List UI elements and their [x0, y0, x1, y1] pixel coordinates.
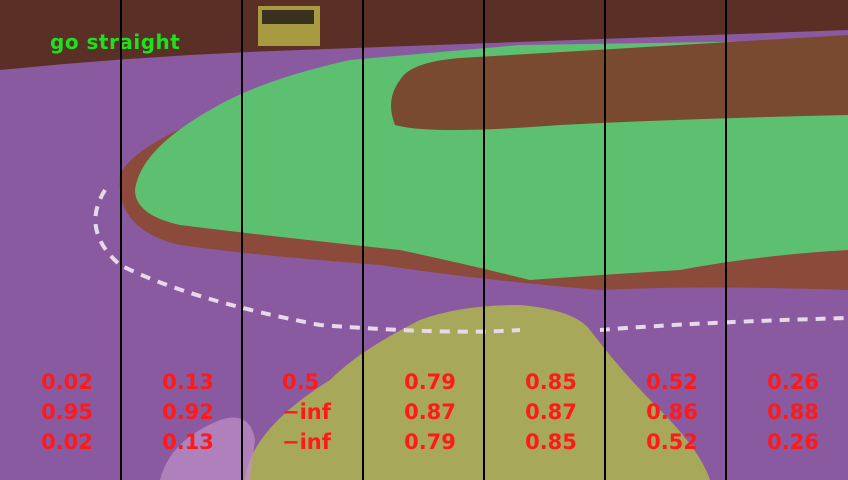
- score-row1: 0.52: [646, 370, 698, 394]
- score-row3: 0.26: [767, 430, 819, 454]
- column-divider: [725, 0, 727, 480]
- score-row2: −inf: [282, 400, 331, 424]
- column-divider: [241, 0, 243, 480]
- score-row2: 0.95: [41, 400, 93, 424]
- score-row3: −inf: [282, 430, 331, 454]
- score-row2: 0.92: [162, 400, 214, 424]
- road-marking: [599, 316, 848, 332]
- command-label: go straight: [50, 30, 181, 54]
- path-area: [245, 305, 710, 480]
- score-row1: 0.85: [525, 370, 577, 394]
- column-divider: [362, 0, 364, 480]
- score-row3: 0.85: [525, 430, 577, 454]
- flower-bed-area: [391, 35, 848, 130]
- score-row1: 0.79: [404, 370, 456, 394]
- light-patch: [160, 417, 255, 480]
- score-row2: 0.87: [525, 400, 577, 424]
- column-divider: [483, 0, 485, 480]
- bus-window: [262, 10, 314, 24]
- score-row3: 0.02: [41, 430, 93, 454]
- score-row2: 0.86: [646, 400, 698, 424]
- score-row3: 0.52: [646, 430, 698, 454]
- score-row2: 0.87: [404, 400, 456, 424]
- score-row3: 0.79: [404, 430, 456, 454]
- score-row1: 0.02: [41, 370, 93, 394]
- road-marking: [93, 188, 521, 334]
- score-row1: 0.13: [162, 370, 214, 394]
- column-divider: [604, 0, 606, 480]
- score-row1: 0.5: [282, 370, 320, 394]
- column-divider: [120, 0, 122, 480]
- score-row2: 0.88: [767, 400, 819, 424]
- score-row1: 0.26: [767, 370, 819, 394]
- score-row3: 0.13: [162, 430, 214, 454]
